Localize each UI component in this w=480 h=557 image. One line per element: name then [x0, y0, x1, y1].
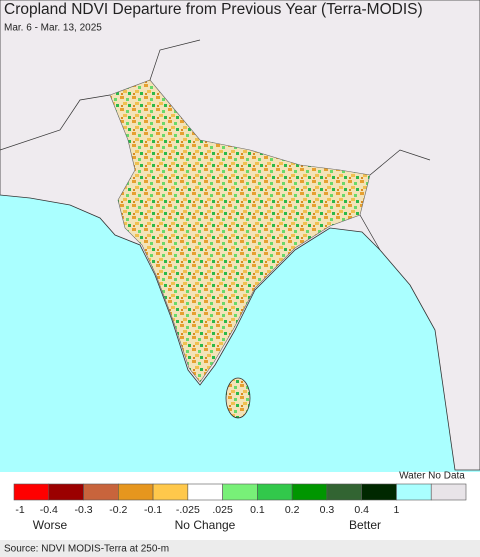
- legend-better: Better: [349, 518, 381, 532]
- legend-swatch: [361, 483, 397, 501]
- legend-swatch: [118, 483, 154, 501]
- title: Cropland NDVI Departure from Previous Ye…: [4, 1, 423, 18]
- legend-tick-label: -0.2: [109, 504, 127, 516]
- legend-tick-label: -1: [15, 504, 24, 516]
- legend-swatch: [48, 483, 84, 501]
- legend-swatch: [257, 483, 293, 501]
- legend-tick-label: 0.1: [250, 504, 265, 516]
- sri-lanka: [225, 377, 251, 419]
- legend: -1 -0.4 -0.3 -0.2 -0.1 -.025 .025 0.1 0.2 0.3 0.4 1: [13, 483, 467, 516]
- legend-tick-label: -0.1: [144, 504, 162, 516]
- legend-tick-label: .025: [212, 504, 233, 516]
- legend-extra-label: Water No Data: [399, 471, 465, 482]
- legend-worse: Worse: [33, 518, 68, 532]
- source: Source: NDVI MODIS-Terra at 250-m: [4, 544, 169, 555]
- legend-swatch: [187, 483, 223, 501]
- legend-tick-label: -0.4: [40, 504, 58, 516]
- cropland-region: [109, 79, 371, 383]
- legend-swatch: [83, 483, 119, 501]
- legend-tick-label: 0.3: [320, 504, 335, 516]
- legend-tick-label: 1: [394, 504, 400, 516]
- legend-swatch: [222, 483, 258, 501]
- footer-strip: [0, 540, 480, 557]
- legend-swatch: [13, 483, 50, 501]
- legend-tick-label: 0.2: [285, 504, 300, 516]
- legend-background: [0, 472, 480, 540]
- legend-swatch: [291, 483, 328, 501]
- legend-tick-label: -0.3: [74, 504, 92, 516]
- legend-swatch: [152, 483, 189, 501]
- legend-swatch: [396, 483, 432, 501]
- subtitle: Mar. 6 - Mar. 13, 2025: [4, 23, 102, 34]
- legend-tick-label: -.025: [176, 504, 200, 516]
- borders: [0, 39, 431, 251]
- legend-swatch: [430, 483, 467, 501]
- legend-no-change: No Change: [175, 518, 236, 532]
- legend-swatch: [326, 483, 362, 501]
- legend-tick-label: 0.4: [354, 504, 369, 516]
